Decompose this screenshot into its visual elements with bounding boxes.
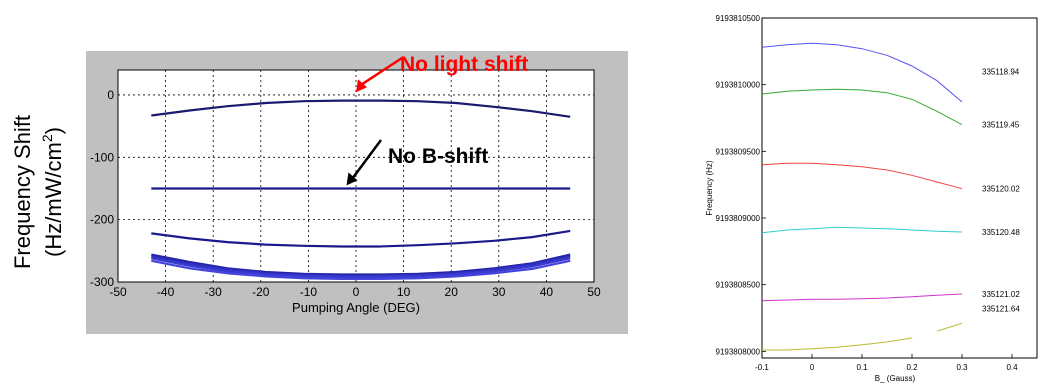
x-tick-label: -50 [109,285,127,299]
y-tick-label: -200 [90,213,114,227]
ylabel-unit-pre: (Hz/mW/cm [41,142,66,257]
x-tick-label: -20 [252,285,270,299]
right-tick-labels: -0.1 0 0.1 0.2 0.3 0.4 9193808000 9193808500 919… [716,14,1019,372]
y-tick-label: 9193809000 [716,214,761,223]
series-line [761,162,963,190]
series-line [936,322,963,332]
y-tick-label: -300 [90,275,114,289]
series-line [151,229,571,248]
frequency-vs-b-chart: -0.1 0 0.1 0.2 0.3 0.4 9193808000 9193808500 919… [705,14,1038,383]
x-tick-label: -10 [300,285,318,299]
left-y-axis-label-line1: Frequency Shift [10,115,35,269]
series-line [761,42,963,103]
right-series-labels: 335118.94 335119.45 335120.02 335120.48 3351… [982,68,1020,314]
no-light-shift-label: No light shift [400,53,528,76]
left-y-axis-label-line2: (Hz/mW/cm2) [39,127,66,257]
x-tick-label: -30 [205,285,223,299]
no-b-shift-label: No B-shift [388,145,488,168]
no-b-shift-arrowhead [346,172,358,186]
no-light-shift-arrow [361,56,403,86]
left-x-axis-label: Pumping Angle (DEG) [292,300,420,315]
x-tick-label: -40 [157,285,175,299]
series-label: 335120.02 [982,185,1020,194]
series-label: 335119.45 [982,121,1020,130]
series-label: 335121.02 [982,290,1020,299]
left-tick-labels: -50 -40 -30 -20 -10 0 10 20 30 40 500-100-200-300 [90,88,601,299]
x-tick-label: -0.1 [755,363,769,372]
right-series-lines [761,42,963,351]
ylabel-unit-sup: 2 [39,134,55,142]
y-tick-label: 9193810500 [716,14,761,23]
x-tick-label: 20 [445,285,459,299]
series-label: 335120.48 [982,228,1020,237]
right-plot-area [761,17,1038,359]
right-x-axis-label: B_ (Gauss) [875,374,916,383]
y-tick-label: -100 [90,150,114,164]
series-line [151,259,571,280]
series-line [151,255,571,277]
left-series-lines [151,99,571,280]
y-tick-label: 9193808000 [716,347,761,356]
x-tick-label: 0 [353,285,360,299]
series-label: 335121.64 [982,304,1020,313]
series-line [761,226,963,234]
series-line [151,257,571,279]
x-tick-label: 30 [492,285,506,299]
x-tick-label: 40 [540,285,554,299]
right-y-axis-label: Frequency (Hz) [705,160,714,215]
x-tick-label: 0 [810,363,815,372]
ylabel-unit-post: ) [41,127,66,134]
x-tick-label: 0.1 [856,363,868,372]
y-tick-label: 9193810000 [716,81,761,90]
no-light-shift-arrowhead [356,79,367,93]
y-tick-label: 0 [107,88,114,102]
x-tick-label: 0.4 [1006,363,1018,372]
x-tick-label: 10 [397,285,411,299]
series-label: 335118.94 [982,68,1020,77]
x-tick-label: 50 [587,285,601,299]
series-line [762,337,913,351]
series-line [151,99,571,118]
x-tick-label: 0.3 [956,363,968,372]
y-tick-label: 9193809500 [716,147,761,156]
no-b-shift-arrow [351,139,383,180]
series-line [761,293,963,302]
left-annotations: No light shift No B-shift [346,53,528,186]
x-tick-label: 0.2 [906,363,918,372]
series-line [761,88,963,126]
series-line [151,253,571,276]
y-tick-label: 9193808500 [716,281,761,290]
pumping-angle-chart: -50 -40 -30 -20 -10 0 10 20 30 40 500-100-200-300 … [86,51,628,334]
